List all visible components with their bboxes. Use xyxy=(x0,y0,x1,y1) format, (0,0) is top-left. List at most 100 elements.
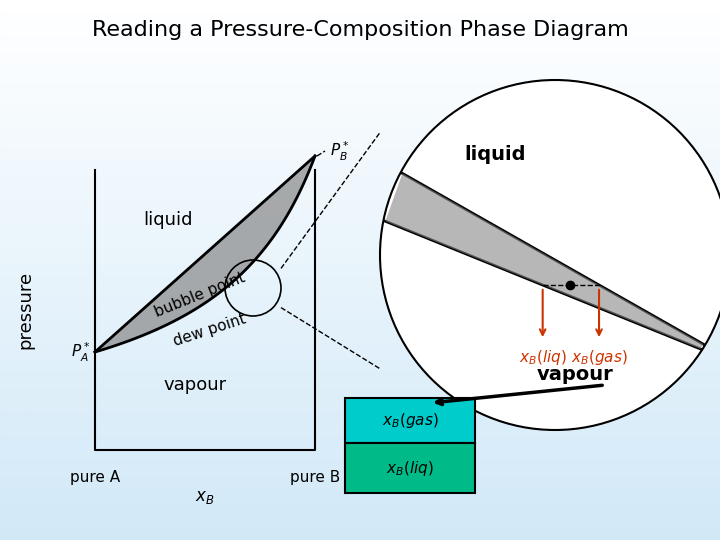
Bar xyxy=(0,412,720,413)
Bar xyxy=(0,299,720,300)
Bar xyxy=(0,514,720,515)
Bar xyxy=(0,400,720,401)
Bar xyxy=(0,267,720,268)
Text: pure B: pure B xyxy=(290,470,340,485)
Bar xyxy=(0,509,720,510)
Bar xyxy=(0,216,720,217)
Bar xyxy=(0,523,720,524)
Bar xyxy=(0,31,720,32)
Bar xyxy=(0,165,720,166)
Bar xyxy=(0,53,720,54)
Bar xyxy=(0,65,720,66)
Bar xyxy=(0,223,720,224)
Bar xyxy=(0,38,720,39)
Bar xyxy=(0,376,720,377)
Bar xyxy=(0,459,720,460)
Bar xyxy=(0,291,720,292)
Bar xyxy=(0,75,720,76)
Bar xyxy=(0,532,720,533)
Bar xyxy=(0,97,720,98)
Bar xyxy=(0,382,720,383)
Bar xyxy=(0,519,720,520)
Bar xyxy=(0,73,720,74)
Bar xyxy=(0,349,720,350)
Bar xyxy=(0,352,720,353)
Bar xyxy=(0,196,720,197)
Bar xyxy=(0,261,720,262)
Bar xyxy=(0,275,720,276)
Bar xyxy=(0,321,720,322)
Bar xyxy=(0,224,720,225)
Bar xyxy=(0,150,720,151)
Bar xyxy=(0,320,720,321)
Bar xyxy=(0,301,720,302)
Bar xyxy=(0,218,720,219)
Bar xyxy=(0,254,720,255)
Bar xyxy=(0,98,720,99)
Bar xyxy=(0,158,720,159)
Bar xyxy=(0,227,720,228)
Bar xyxy=(0,286,720,287)
Bar xyxy=(0,113,720,114)
Bar xyxy=(0,81,720,82)
Bar xyxy=(0,361,720,362)
Bar xyxy=(0,96,720,97)
Text: Reading a Pressure-Composition Phase Diagram: Reading a Pressure-Composition Phase Dia… xyxy=(91,20,629,40)
Bar xyxy=(0,269,720,270)
Bar xyxy=(0,524,720,525)
Bar xyxy=(0,112,720,113)
Bar xyxy=(0,499,720,500)
Bar xyxy=(0,414,720,415)
Bar xyxy=(0,457,720,458)
Bar xyxy=(0,212,720,213)
Bar xyxy=(0,520,720,521)
Bar xyxy=(0,116,720,117)
Bar xyxy=(0,60,720,61)
Bar xyxy=(0,362,720,363)
Bar xyxy=(0,480,720,481)
Bar xyxy=(0,302,720,303)
Bar xyxy=(0,506,720,507)
Bar xyxy=(0,468,720,469)
Bar xyxy=(0,494,720,495)
Bar xyxy=(0,268,720,269)
Bar xyxy=(0,145,720,146)
Bar xyxy=(0,453,720,454)
Bar xyxy=(0,462,720,463)
Bar xyxy=(0,314,720,315)
Bar xyxy=(0,109,720,110)
Bar xyxy=(0,135,720,136)
Bar xyxy=(0,493,720,494)
Bar xyxy=(0,363,720,364)
Bar xyxy=(0,476,720,477)
Bar xyxy=(0,425,720,426)
Bar xyxy=(0,368,720,369)
Bar xyxy=(0,308,720,309)
Bar xyxy=(0,129,720,130)
Bar xyxy=(0,448,720,449)
Bar xyxy=(0,266,720,267)
Bar xyxy=(0,531,720,532)
Text: $x_B(gas)$: $x_B(gas)$ xyxy=(571,348,627,367)
Bar xyxy=(0,27,720,28)
Bar xyxy=(0,88,720,89)
Text: $x_B(liq)$: $x_B(liq)$ xyxy=(386,458,434,477)
Bar xyxy=(0,140,720,141)
Bar xyxy=(0,173,720,174)
Bar xyxy=(0,57,720,58)
Bar xyxy=(0,255,720,256)
Bar xyxy=(0,6,720,7)
Bar xyxy=(0,473,720,474)
Bar xyxy=(0,21,720,22)
Bar xyxy=(0,466,720,467)
Bar xyxy=(0,130,720,131)
Bar xyxy=(0,222,720,223)
Bar xyxy=(0,295,720,296)
Bar xyxy=(0,62,720,63)
Bar xyxy=(0,408,720,409)
Polygon shape xyxy=(385,173,703,349)
Bar xyxy=(0,221,720,222)
Bar xyxy=(0,356,720,357)
Bar xyxy=(0,123,720,124)
Bar xyxy=(0,487,720,488)
